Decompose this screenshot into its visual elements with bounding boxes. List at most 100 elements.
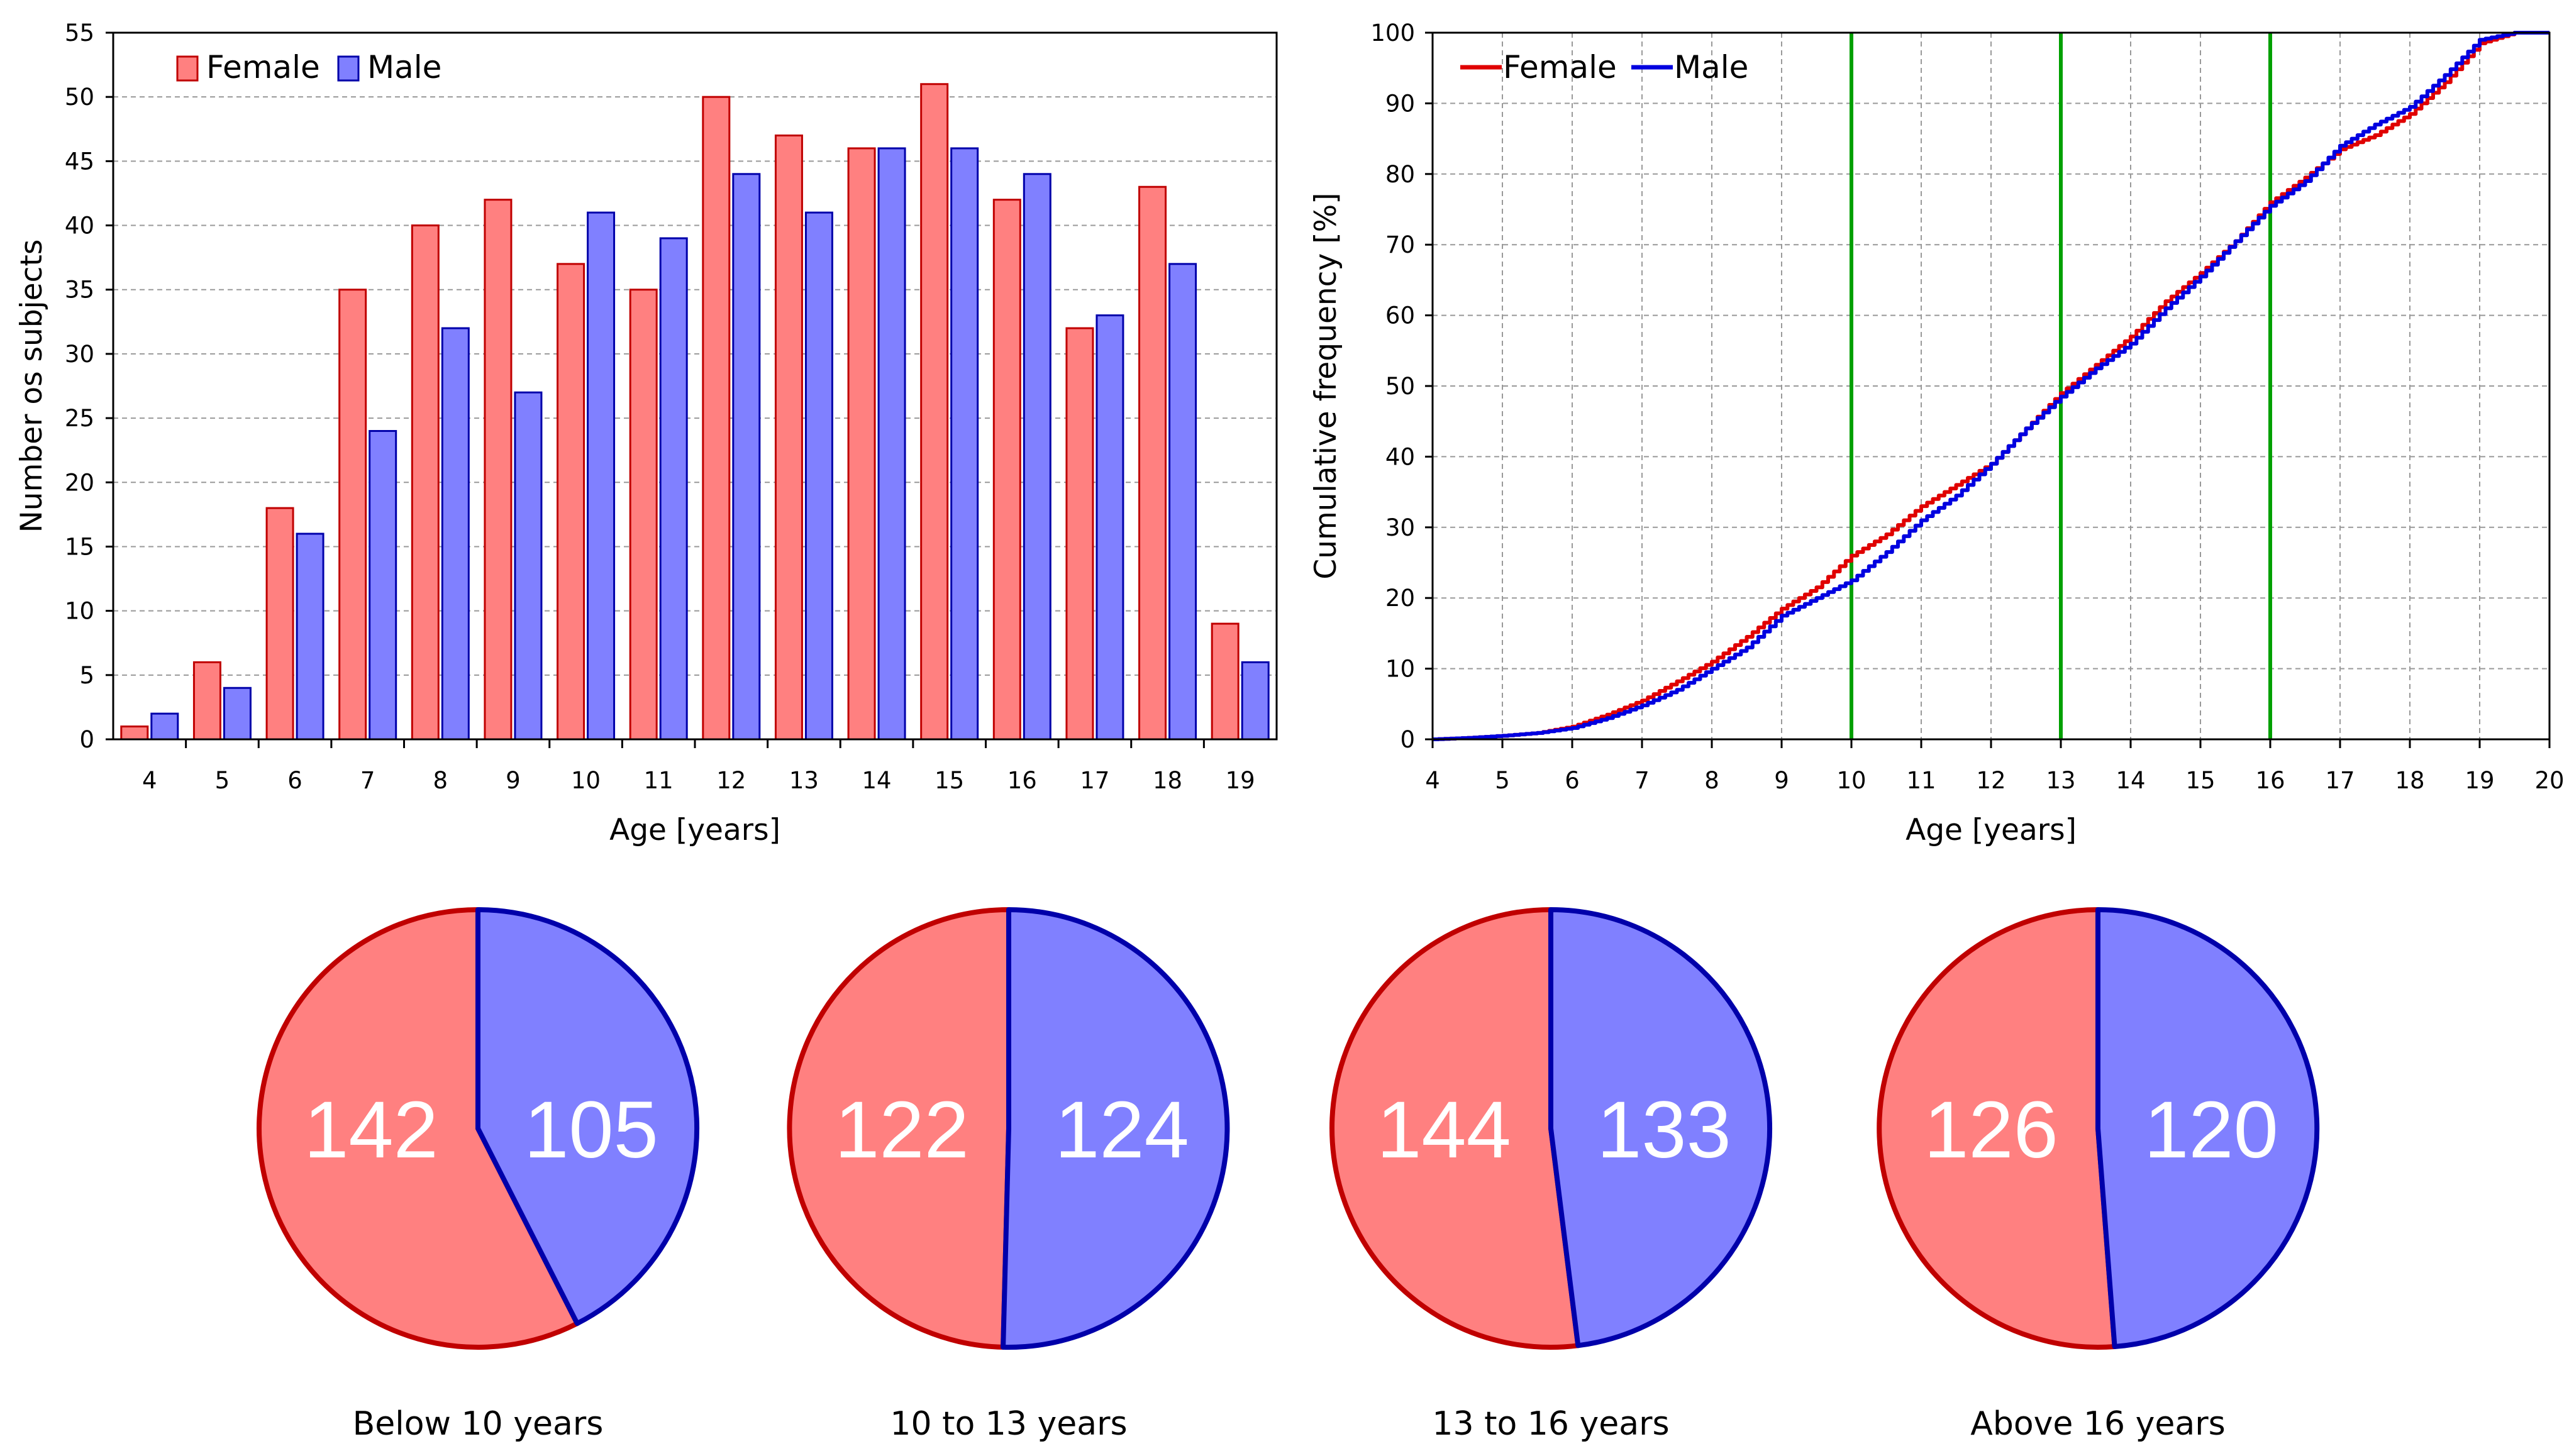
x-tick-label: 19 — [2465, 767, 2494, 794]
pie-label-female: 144 — [1377, 1085, 1511, 1175]
x-tick-label: 11 — [1906, 767, 1936, 794]
bar-male-19 — [1241, 661, 1270, 741]
x-tick-label: 9 — [506, 767, 521, 794]
legend-swatch-male — [337, 55, 360, 82]
pie-slice-male — [475, 907, 700, 1326]
bar-female-16 — [992, 199, 1021, 741]
y-tick-label: 20 — [65, 469, 94, 496]
bar-male-9 — [514, 391, 543, 741]
cumulative-chart-x-ticks: 4 5 6 7 8 9 10 11 12 13 14 15 16 17 18 19 20 — [1425, 739, 2565, 794]
bar-chart-y-ticks: 0 5 10 15 20 25 30 35 40 45 50 55 — [65, 19, 113, 753]
bar-male-14 — [877, 147, 906, 741]
x-tick-label: 15 — [2185, 767, 2215, 794]
y-tick-label: 30 — [65, 341, 94, 368]
series-line-male — [1433, 31, 2549, 741]
x-tick-label: 6 — [287, 767, 302, 794]
pie-slice-male — [1548, 907, 1772, 1348]
x-tick-label: 12 — [1976, 767, 2005, 794]
x-tick-label: 5 — [215, 767, 230, 794]
bar-female-4 — [120, 725, 149, 741]
legend-label-female: Female — [1503, 49, 1617, 85]
bar-male-6 — [296, 532, 325, 741]
x-tick-label: 8 — [433, 767, 448, 794]
y-tick-label: 60 — [1385, 302, 1415, 329]
bar-female-18 — [1138, 185, 1167, 741]
pie-slice-female — [257, 907, 580, 1350]
cumulative-chart-y-label: Cumulative frequency [%] — [1309, 192, 1343, 579]
y-tick-label: 0 — [1400, 726, 1415, 753]
bar-male-11 — [659, 237, 688, 741]
bar-female-17 — [1065, 327, 1094, 741]
x-tick-label: 5 — [1495, 767, 1510, 794]
x-tick-label: 15 — [935, 767, 964, 794]
pie-4: 126 120 Above 16 years — [1877, 907, 2320, 1443]
x-tick-label: 14 — [862, 767, 892, 794]
bar-male-10 — [587, 211, 616, 741]
pie-slice-female — [787, 907, 1011, 1350]
pie-label-female: 122 — [835, 1085, 969, 1175]
x-tick-label: 7 — [1634, 767, 1650, 794]
x-tick-label: 18 — [2395, 767, 2424, 794]
pie-title: 10 to 13 years — [890, 1405, 1127, 1443]
bar-female-7 — [338, 289, 367, 741]
bar-chart-x-ticks: 4 5 6 7 8 9 10 11 12 13 14 15 16 17 18 19 — [142, 739, 1255, 794]
y-tick-label: 80 — [1385, 161, 1415, 188]
pie-label-female: 142 — [304, 1085, 438, 1175]
pie-1: 142 105 Below 10 years — [257, 907, 700, 1443]
cumulative-chart-y-ticks: 0 10 20 30 40 50 60 70 80 90 100 — [1370, 19, 1433, 753]
pie-slice-female — [1877, 907, 2117, 1350]
x-tick-label: 14 — [2116, 767, 2145, 794]
bar-female-10 — [557, 263, 585, 741]
bar-male-12 — [732, 173, 761, 741]
x-tick-label: 16 — [2255, 767, 2285, 794]
y-tick-label: 55 — [65, 19, 94, 47]
x-tick-label: 10 — [1836, 767, 1866, 794]
pie-slice-male — [1001, 907, 1230, 1350]
bar-female-12 — [702, 96, 731, 741]
y-tick-label: 45 — [65, 148, 94, 175]
y-tick-label: 35 — [65, 277, 94, 304]
bar-male-8 — [441, 327, 470, 741]
y-tick-label: 90 — [1385, 90, 1415, 117]
pie-label-female: 126 — [1924, 1085, 2058, 1175]
bar-female-13 — [774, 134, 803, 741]
x-tick-label: 13 — [789, 767, 819, 794]
bar-female-15 — [920, 83, 949, 741]
bar-female-19 — [1211, 622, 1240, 741]
x-tick-label: 8 — [1704, 767, 1719, 794]
bar-female-6 — [265, 507, 294, 741]
x-tick-label: 7 — [360, 767, 375, 794]
y-tick-label: 50 — [65, 84, 94, 111]
x-tick-label: 19 — [1226, 767, 1255, 794]
bar-female-11 — [629, 289, 658, 741]
pie-label-male: 120 — [2144, 1085, 2278, 1175]
y-tick-label: 20 — [1385, 585, 1415, 612]
x-tick-label: 17 — [1080, 767, 1109, 794]
cumulative-chart-series — [1433, 31, 2549, 741]
y-tick-label: 50 — [1385, 373, 1415, 400]
bar-male-16 — [1023, 173, 1051, 741]
bar-male-18 — [1168, 263, 1197, 741]
y-tick-label: 0 — [79, 726, 94, 753]
cumulative-chart-panel: 0 10 20 30 40 50 60 70 80 90 100 4 5 6 7 8 9 10 11 12 13 14 1… — [1309, 19, 2565, 847]
bar-chart-y-label: Number os subjects — [14, 240, 49, 533]
cumulative-chart-legend: Female Male — [1460, 49, 1748, 85]
pie-3: 144 133 13 to 16 years — [1329, 907, 1772, 1443]
bar-male-17 — [1096, 314, 1124, 741]
x-tick-label: 10 — [571, 767, 601, 794]
x-tick-label: 9 — [1774, 767, 1789, 794]
x-tick-label: 6 — [1565, 767, 1580, 794]
bar-chart-legend: Female Male — [176, 49, 441, 85]
x-tick-label: 17 — [2325, 767, 2355, 794]
pie-slice-male — [2095, 907, 2320, 1349]
pie-label-male: 124 — [1055, 1085, 1189, 1175]
x-tick-label: 18 — [1153, 767, 1182, 794]
x-tick-label: 16 — [1007, 767, 1037, 794]
bar-chart-bars — [120, 83, 1270, 741]
legend-swatch-female — [176, 55, 199, 82]
y-tick-label: 10 — [1385, 656, 1415, 683]
pie-title: Above 16 years — [1970, 1405, 2226, 1443]
x-tick-label: 11 — [644, 767, 674, 794]
